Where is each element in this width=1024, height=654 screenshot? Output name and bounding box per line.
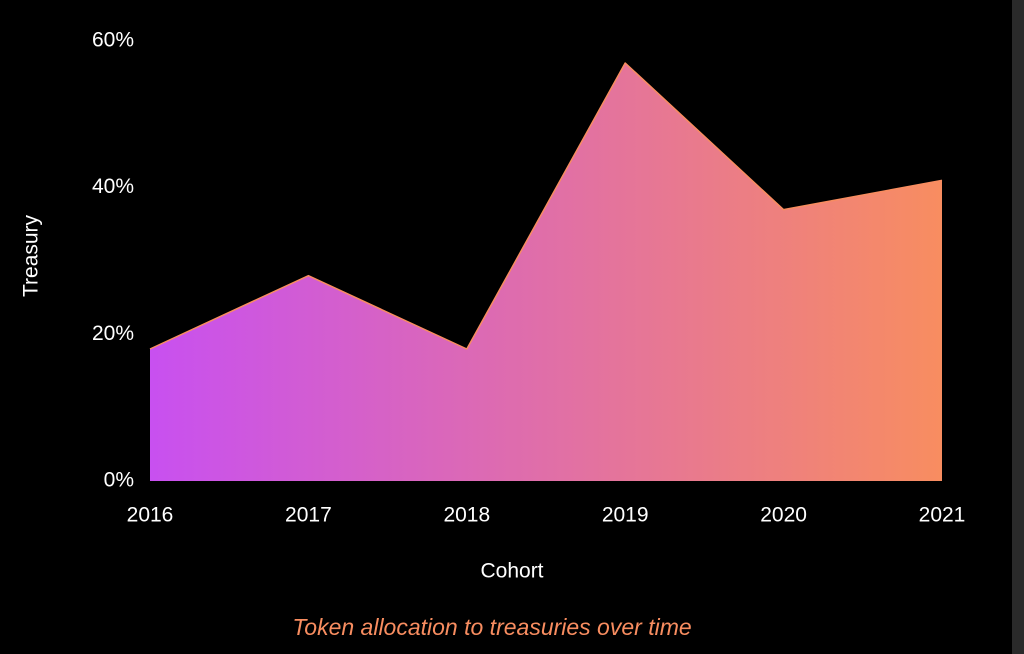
x-tick-label: 2020 xyxy=(760,504,807,527)
area xyxy=(150,63,942,481)
area-outline xyxy=(149,62,943,350)
x-tick-label: 2016 xyxy=(127,504,174,527)
x-tick-label: 2017 xyxy=(285,504,332,527)
x-tick-label: 2018 xyxy=(443,504,490,527)
x-axis-label: Cohort xyxy=(480,560,543,583)
y-tick-label: 0% xyxy=(104,469,134,492)
y-tick-label: 60% xyxy=(92,29,134,52)
y-tick-label: 40% xyxy=(92,175,134,198)
x-tick-label: 2019 xyxy=(602,504,649,527)
scrollbar xyxy=(1012,0,1024,654)
y-axis-label: Treasury xyxy=(20,214,43,297)
x-tick-label: 2021 xyxy=(919,504,966,527)
chart-title: Token allocation to treasuries over time xyxy=(292,614,691,640)
y-tick-label: 20% xyxy=(92,322,134,345)
